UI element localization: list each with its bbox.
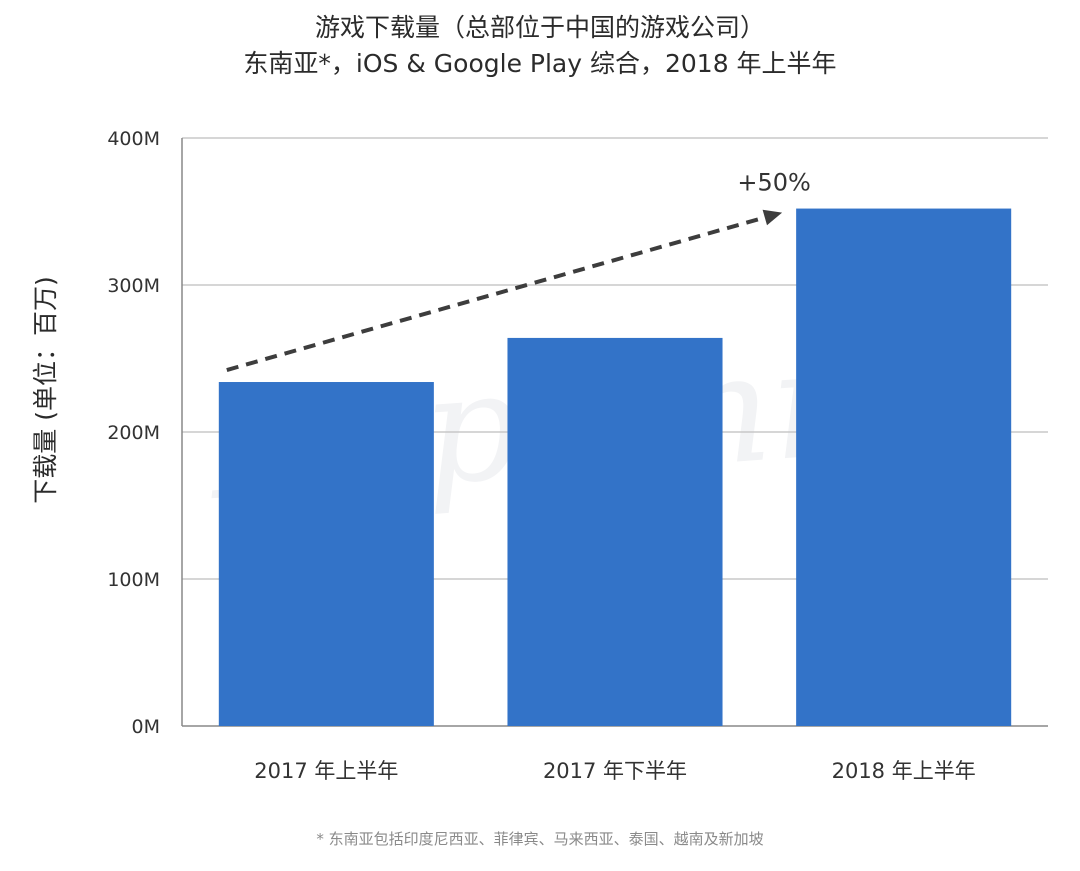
y-axis-ticks: 0M 100M 200M 300M 400M [107, 128, 160, 738]
trend-arrow: +50% [226, 169, 811, 372]
bar [507, 337, 723, 726]
chart-title: 游戏下载量（总部位于中国的游戏公司） [314, 13, 765, 42]
growth-annotation: +50% [737, 169, 810, 197]
x-tick-label: 2017 年下半年 [543, 759, 687, 783]
footnote: * 东南亚包括印度尼西亚、菲律宾、马来西亚、泰国、越南及新加坡 [316, 830, 764, 848]
chart-subtitle: 东南亚*，iOS & Google Play 综合，2018 年上半年 [243, 49, 837, 78]
y-tick-label: 0M [132, 716, 160, 738]
bar [218, 382, 434, 726]
x-tick-label: 2017 年上半年 [254, 759, 398, 783]
bars-group [218, 208, 1012, 726]
bar [796, 208, 1012, 726]
trend-arrow-line [226, 215, 766, 372]
x-tick-label: 2018 年上半年 [832, 759, 976, 783]
y-tick-label: 100M [107, 569, 160, 591]
x-axis-ticks: 2017 年上半年 2017 年下半年 2018 年上半年 [254, 759, 975, 783]
trend-arrow-head [762, 209, 783, 226]
y-tick-label: 200M [107, 422, 160, 444]
y-tick-label: 300M [107, 275, 160, 297]
y-tick-label: 400M [107, 128, 160, 150]
